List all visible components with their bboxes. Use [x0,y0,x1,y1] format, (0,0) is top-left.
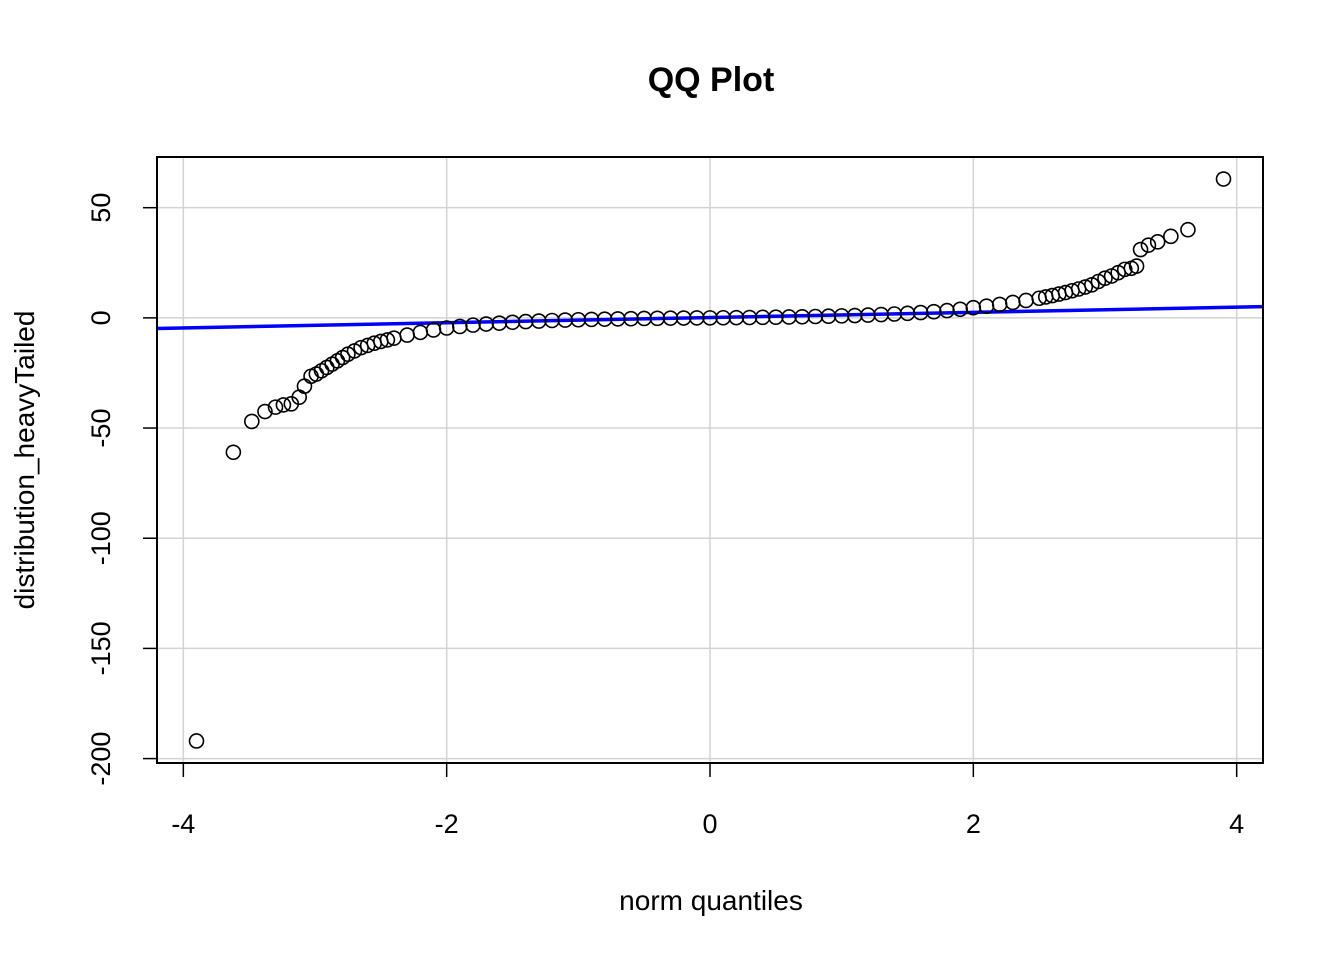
data-point [531,313,547,329]
y-tick-label: 0 [86,310,116,325]
y-tick-label: 50 [86,193,116,223]
data-point [412,324,429,341]
data-point [1180,221,1196,238]
data-point [781,309,797,325]
data-point [873,306,889,323]
data-point [991,296,1008,313]
data-point [662,310,679,326]
data-point [689,310,705,326]
x-axis-label: norm quantiles [619,885,803,916]
data-point [517,313,534,330]
data-point [649,310,666,327]
y-tick-label: -150 [86,621,116,675]
x-tick-label: 0 [702,809,717,839]
data-point [675,310,692,326]
data-point [754,309,771,326]
data-point [1097,270,1113,287]
data-point [741,309,758,326]
data-point [886,306,903,322]
y-axis-label: distribution_heavyTailed [9,311,40,610]
data-point [478,316,494,332]
reference-line [156,304,1264,331]
y-tick-label: -200 [86,732,116,786]
data-point [596,311,613,327]
data-point [1005,294,1021,311]
data-point [833,308,850,324]
grid-lines [157,157,1263,763]
data-point [425,322,442,338]
data-point [267,399,284,415]
data-point [1140,237,1157,253]
data-point [296,378,313,394]
data-point [1149,234,1166,250]
data-point [1132,241,1149,258]
data-point [847,307,863,324]
data-point [1077,279,1094,295]
data-point [1116,261,1133,278]
y-tick-label: -50 [86,409,116,448]
data-point [768,309,784,325]
data-point [1128,258,1145,274]
data-point [636,310,652,327]
data-point [939,302,955,319]
data-point [570,311,587,328]
data-point [504,314,521,331]
data-point [715,309,731,326]
data-point [257,403,273,420]
data-point [702,310,718,326]
data-point [557,312,573,328]
data-point [860,307,876,323]
data-point [820,308,837,325]
data-point [1215,171,1232,187]
data-point [544,312,560,329]
data-point [399,327,415,343]
data-point [225,444,242,461]
data-point [794,308,810,325]
data-point [244,413,260,430]
x-tick-label: 4 [1229,809,1244,839]
y-tick-label: -100 [86,511,116,565]
data-point [728,309,745,326]
data-point [807,308,824,325]
data-point [379,332,396,348]
data-point [275,397,292,413]
y-axis: -200 -150 -100 -50 0 50 [86,193,157,786]
data-point [623,310,639,327]
x-tick-label: 2 [966,809,981,839]
data-points [188,171,1232,749]
chart-title: QQ Plot [648,61,775,99]
data-point [1018,292,1034,309]
x-tick-label: -4 [171,809,195,839]
x-tick-label: -2 [435,809,459,839]
data-point [610,311,626,327]
data-point [465,317,481,333]
data-point [583,311,600,328]
data-point [188,733,205,749]
data-point [1163,228,1179,245]
x-axis: -4 -2 0 2 4 [171,763,1244,839]
